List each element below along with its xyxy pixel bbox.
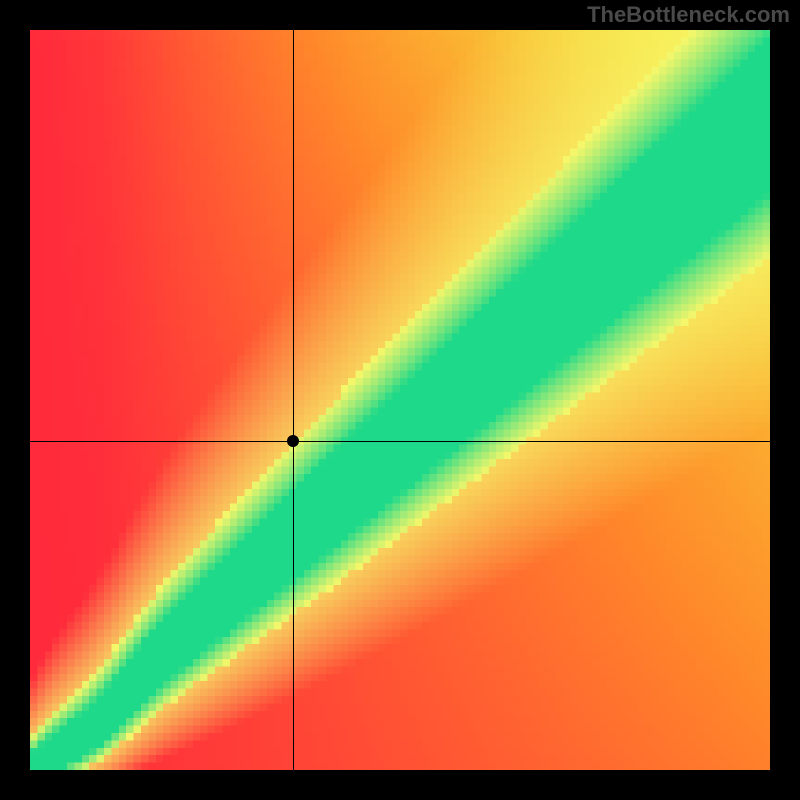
heatmap-plot (30, 30, 770, 770)
figure-container: TheBottleneck.com (0, 0, 800, 800)
crosshair-horizontal (30, 441, 770, 442)
heatmap-canvas (30, 30, 770, 770)
crosshair-marker (287, 435, 299, 447)
attribution-label: TheBottleneck.com (587, 2, 790, 28)
crosshair-vertical (293, 30, 294, 770)
